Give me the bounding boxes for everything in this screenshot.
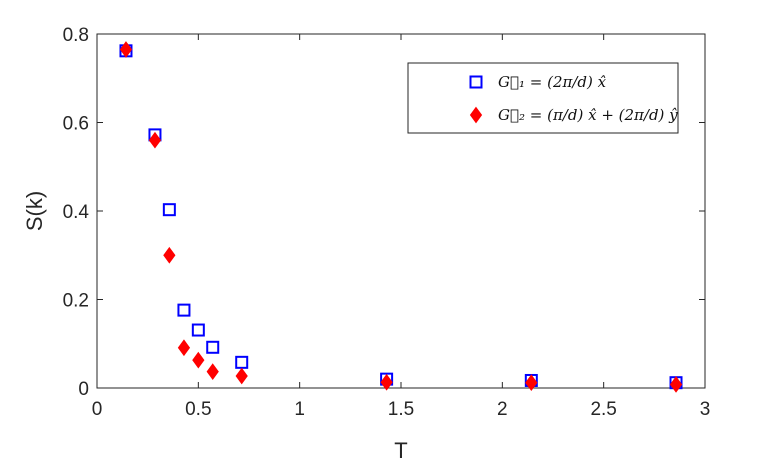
square-marker	[191, 323, 205, 337]
y-tick-label: 0.2	[63, 291, 89, 312]
legend-box	[407, 62, 679, 134]
diamond-marker	[177, 339, 191, 357]
square-marker	[162, 203, 176, 217]
x-tick-label: 2	[497, 399, 508, 420]
y-tick-label: 0.6	[63, 114, 89, 135]
diamond-marker	[148, 131, 162, 149]
y-axis-label: S(k)	[22, 191, 47, 231]
x-tick-label: 3	[700, 399, 711, 420]
legend-diamond-marker	[469, 106, 483, 124]
diamond-marker	[525, 374, 538, 392]
diamond-marker	[235, 367, 248, 385]
diamond-marker	[380, 373, 393, 391]
diamond-marker	[119, 41, 133, 58]
diamond-marker	[163, 246, 176, 264]
legend-entry-label: G⃗₁ = (2π/d) x̂	[498, 73, 607, 91]
x-tick-label: 2.5	[590, 399, 616, 420]
diamond-marker	[192, 351, 205, 369]
square-marker	[177, 303, 191, 317]
ticks: 0 0.5 1 1.5 2 2.5 3 0 0.2 0.4 0.6 0.8	[63, 25, 711, 420]
legend: G⃗₁ = (2π/d) x̂ G⃗₂ = (π/d) x̂ + (2π/d) ŷ	[407, 62, 679, 134]
legend-entry-label: G⃗₂ = (π/d) x̂ + (2π/d) ŷ	[498, 106, 678, 124]
data-marks	[119, 41, 683, 393]
y-tick-label: 0	[78, 379, 89, 400]
diamond-marker	[669, 376, 683, 393]
diamond-marker	[206, 363, 219, 380]
y-tick-label: 0.4	[63, 202, 90, 223]
square-marker	[206, 340, 220, 354]
x-tick-label: 1	[294, 399, 305, 420]
x-axis-label: T	[394, 438, 407, 463]
y-tick-label: 0.8	[63, 25, 89, 46]
x-tick-label: 1.5	[388, 399, 414, 420]
x-tick-label: 0.5	[185, 399, 211, 420]
x-tick-label: 0	[92, 399, 103, 420]
legend-square-marker	[469, 75, 483, 89]
